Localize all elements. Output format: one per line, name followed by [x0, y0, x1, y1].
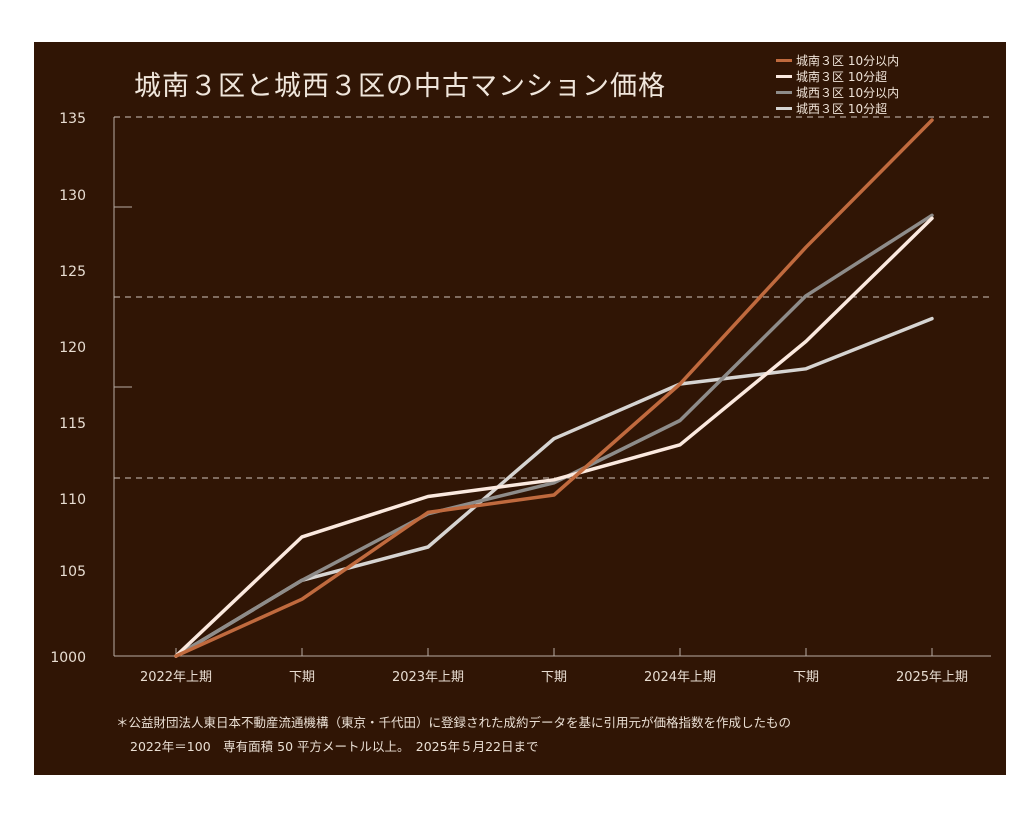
series-line-0	[174, 118, 934, 658]
y-tick-label: 125	[59, 264, 86, 280]
footnote-source: ＊公益財団法人東日本不動産流通機構（東京・千代田）に登録された成約データを基に引…	[116, 715, 792, 730]
footnote-basis: 2022年＝100 専有面積 50 平方メートル以上。 2025年５月22日まで	[130, 739, 539, 754]
line-chart: 1000 105 110 115 120 125 130 135 2022年上期 下期 2023年上…	[50, 111, 991, 685]
legend-item: 城南３区 10分以内	[776, 52, 899, 68]
y-tick-label: 130	[59, 188, 86, 204]
x-tick-label: 2022年上期	[140, 670, 212, 685]
x-tick-label: 下期	[289, 670, 315, 685]
chart-panel: 1000 105 110 115 120 125 130 135 2022年上期 下期 2023年上…	[34, 42, 1006, 775]
y-tick-label: 110	[59, 492, 86, 508]
chart-title: 城南３区と城西３区の中古マンション価格	[134, 71, 666, 102]
x-tick-label: 2023年上期	[392, 670, 464, 685]
legend-item: 城西３区 10分以内	[776, 84, 899, 100]
y-tick-label: 115	[59, 416, 86, 432]
series-line-2	[174, 213, 934, 658]
y-tick-label: 1000	[50, 650, 86, 666]
x-tick-label: 下期	[541, 670, 567, 685]
legend-item: 城南３区 10分超	[776, 68, 899, 84]
legend-label: 城南３区 10分以内	[796, 53, 900, 68]
legend-label: 城西３区 10分超	[796, 101, 888, 116]
y-tick-label: 135	[59, 111, 86, 127]
legend-label: 城西３区 10分以内	[796, 85, 900, 100]
legend-swatch	[776, 90, 792, 94]
legend-label: 城南３区 10分超	[796, 69, 888, 84]
legend-swatch	[776, 58, 792, 62]
chart-legend: 城南３区 10分以内 城南３区 10分超 城西３区 10分以内 城西３区 10分超	[776, 52, 899, 116]
x-tick-label: 2024年上期	[644, 670, 716, 685]
x-tick-label: 2025年上期	[896, 670, 968, 685]
legend-swatch	[776, 106, 792, 110]
legend-swatch	[776, 74, 792, 78]
y-tick-label: 120	[59, 340, 86, 356]
y-tick-label: 105	[59, 564, 86, 580]
legend-item: 城西３区 10分超	[776, 100, 899, 116]
x-tick-label: 下期	[793, 670, 819, 685]
series-line-1	[174, 216, 934, 658]
